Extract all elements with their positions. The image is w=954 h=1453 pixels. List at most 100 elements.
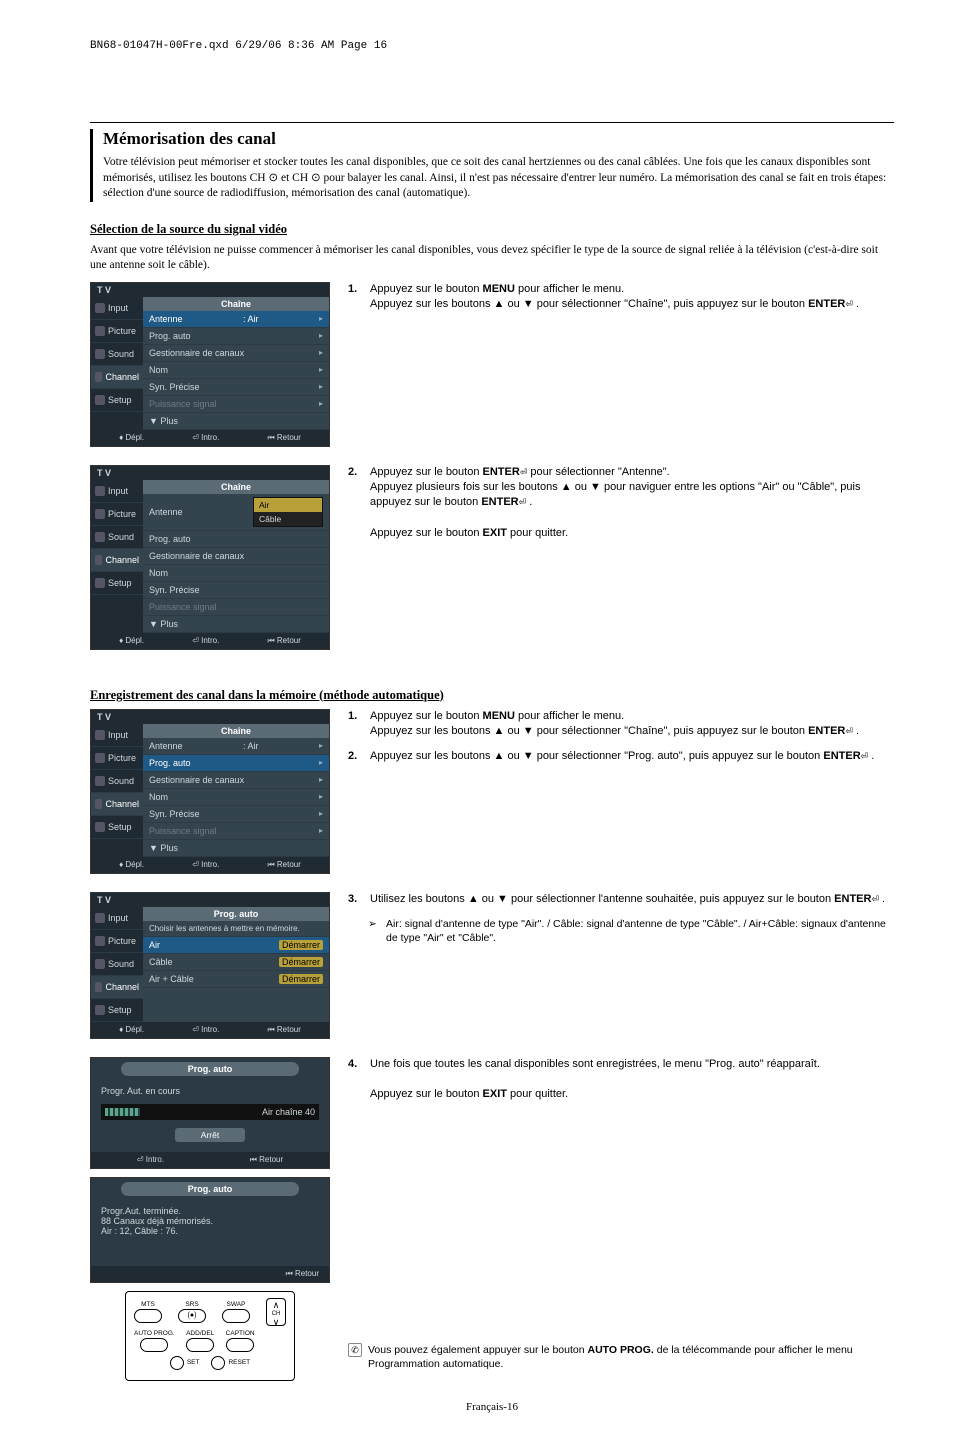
row-antenne: Antenne (149, 507, 183, 517)
setup-icon (95, 822, 105, 832)
foot-depl: ♦ Dépl. (119, 433, 144, 443)
prog-aircable-btn: Démarrer (279, 974, 323, 984)
side-input: Input (108, 730, 128, 740)
foot-depl: ♦ Dépl. (119, 860, 144, 870)
chevron-icon: ▸ (319, 741, 323, 750)
chevron-icon: ▸ (319, 809, 323, 818)
picture-icon (95, 753, 105, 763)
side-picture: Picture (108, 326, 136, 336)
remote-set-button (170, 1356, 184, 1370)
step-body: Appuyez sur les boutons ▲ ou ▼ pour séle… (370, 749, 894, 764)
menu-footer: ♦ Dépl. ⏎ Intro. ⏮ Retour (91, 633, 329, 649)
sec2-step3: 3. Utilisez les boutons ▲ ou ▼ pour séle… (348, 892, 894, 907)
remote-swap-label: SWAP (227, 1301, 246, 1308)
side-picture: Picture (108, 936, 136, 946)
input-icon (95, 913, 105, 923)
side-setup: Setup (108, 578, 132, 588)
antenne-dropdown: Air Câble (253, 497, 323, 527)
side-sound: Sound (108, 959, 134, 969)
sec2-step2: 2. Appuyez sur les boutons ▲ ou ▼ pour s… (348, 749, 894, 764)
done-line3: Air : 12, Câble : 76. (101, 1226, 319, 1236)
picture-icon (95, 326, 105, 336)
page-title: Mémorisation des canal (103, 129, 894, 149)
sec2-tip: ➢ Air: signal d'antenne de type "Air". /… (368, 917, 894, 945)
done-menu: Prog. auto Progr.Aut. terminée. 88 Canau… (90, 1177, 330, 1283)
tvmenu-chaine-1: T V Input Picture Sound Channel Setup Ch… (90, 282, 330, 447)
side-sound: Sound (108, 349, 134, 359)
input-icon (95, 730, 105, 740)
side-channel: Channel (105, 799, 139, 809)
menu-title: Chaîne (143, 480, 329, 494)
tvmenu-side: Input Picture Sound Channel Setup (91, 724, 143, 857)
row-progauto: Prog. auto (149, 534, 191, 544)
section1-heading: Sélection de la source du signal vidéo (90, 222, 894, 237)
remote-adddel-label: ADD/DEL (186, 1330, 214, 1337)
side-input: Input (108, 913, 128, 923)
row-puissance: Puissance signal (149, 826, 217, 836)
pfoot-retour: ⏮ Retour (250, 1155, 283, 1165)
side-channel: Channel (105, 982, 139, 992)
remote-reset-label: RESET (228, 1359, 250, 1366)
side-setup: Setup (108, 822, 132, 832)
progress-menu: Prog. auto Progr. Aut. en cours Air chaî… (90, 1057, 330, 1169)
done-foot-retour: ⏮ Retour (286, 1269, 319, 1279)
remote-srs-button: (●) (178, 1309, 206, 1323)
page-footer: Français-16 (90, 1401, 894, 1413)
tvmenu-topbar: T V (91, 466, 329, 480)
chevron-icon: ▸ (319, 399, 323, 408)
sound-icon (95, 532, 105, 542)
chevron-icon: ▸ (319, 758, 323, 767)
progress-stop-button: Arrêt (175, 1128, 245, 1142)
remote-swap-button (222, 1309, 250, 1323)
prog-head: Choisir les antennes à mettre en mémoire… (149, 924, 300, 933)
remote-srs-label: SRS (185, 1301, 198, 1308)
chevron-icon: ▸ (319, 826, 323, 835)
section1-intro: Avant que votre télévision ne puisse com… (90, 243, 894, 274)
chevron-icon: ▸ (319, 314, 323, 323)
tvmenu-topbar: T V (91, 283, 329, 297)
foot-retour: ⏮ Retour (267, 636, 300, 646)
remote-caption-label: CAPTION (226, 1330, 255, 1337)
sound-icon (95, 776, 105, 786)
chevron-icon: ▸ (319, 348, 323, 357)
menu-title: Chaîne (143, 297, 329, 311)
step-number: 2. (348, 749, 364, 764)
tvmenu-chaine-3: T V Input Picture Sound Channel Setup Ch… (90, 709, 330, 874)
sec2-step1: 1. Appuyez sur le bouton MENU pour affic… (348, 709, 894, 740)
remote-illustration: MTS SRS(●) SWAP ∧CH∨ AUTO PROG. ADD/DEL … (125, 1291, 295, 1381)
chevron-icon: ▸ (319, 382, 323, 391)
row-plus: ▼ Plus (149, 416, 178, 426)
progress-footer: ⏎ Intro. ⏮ Retour (91, 1152, 329, 1168)
menu-footer: ♦ Dépl. ⏎ Intro. ⏮ Retour (91, 430, 329, 446)
menu-title-prog: Prog. auto (143, 907, 329, 921)
side-picture: Picture (108, 509, 136, 519)
tvmenu-topbar: T V (91, 710, 329, 724)
tvmenu-side: Input Picture Sound Channel Setup (91, 907, 143, 1022)
picture-icon (95, 936, 105, 946)
row-puissance: Puissance signal (149, 399, 217, 409)
input-icon (95, 486, 105, 496)
foot-retour: ⏮ Retour (267, 433, 300, 443)
step-number: 3. (348, 892, 364, 907)
tip-text: Air: signal d'antenne de type "Air". / C… (386, 917, 894, 945)
chevron-icon: ▸ (319, 365, 323, 374)
row-gestionnaire: Gestionnaire de canaux (149, 551, 244, 561)
step-body: Utilisez les boutons ▲ ou ▼ pour sélecti… (370, 892, 894, 907)
prog-cable: Câble (149, 957, 173, 967)
setup-icon (95, 578, 105, 588)
foot-intro: ⏎ Intro. (192, 1025, 219, 1035)
menu-footer: ♦ Dépl. ⏎ Intro. ⏮ Retour (91, 1022, 329, 1038)
foot-retour: ⏮ Retour (267, 860, 300, 870)
chevron-icon: ▸ (319, 775, 323, 784)
tvmenu-side: Input Picture Sound Channel Setup (91, 297, 143, 430)
side-setup: Setup (108, 395, 132, 405)
step-number: 4. (348, 1057, 364, 1103)
section1-row2: T V Input Picture Sound Channel Setup Ch… (90, 465, 894, 658)
step-body: Appuyez sur le bouton MENU pour afficher… (370, 709, 894, 740)
prog-cable-btn: Démarrer (279, 957, 323, 967)
remote-reset-button (211, 1356, 225, 1370)
tvmenu-side: Input Picture Sound Channel Setup (91, 480, 143, 633)
progress-title: Prog. auto (121, 1062, 299, 1076)
row-progauto: Prog. auto (149, 758, 191, 768)
header-code: BN68-01047H-00Fre.qxd 6/29/06 8:36 AM Pa… (90, 40, 894, 52)
